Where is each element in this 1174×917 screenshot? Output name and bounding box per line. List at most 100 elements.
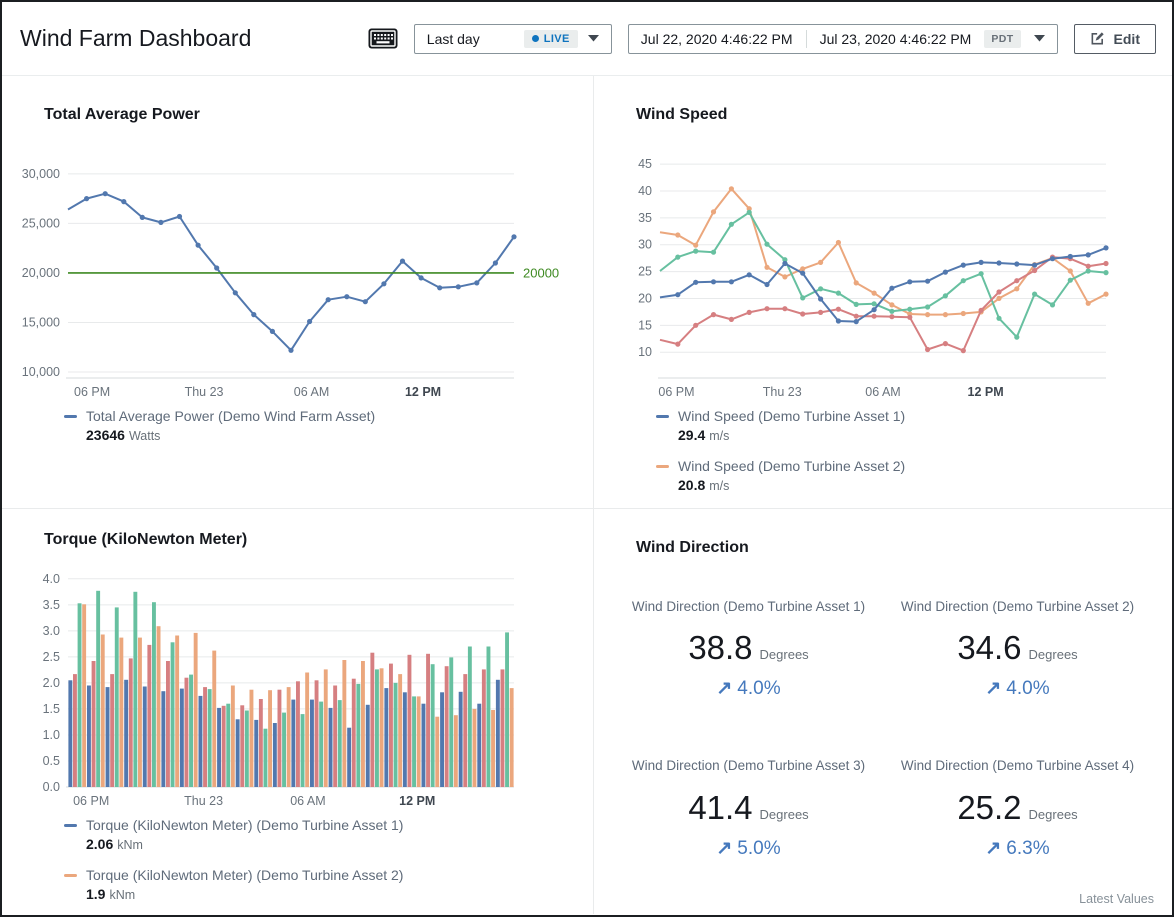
- svg-text:0.0: 0.0: [43, 780, 60, 794]
- legend-label: Torque (KiloNewton Meter) (Demo Turbine …: [86, 817, 403, 833]
- kpi-value-row: 34.6 Degrees: [887, 629, 1148, 667]
- trend-up-icon: ↗: [716, 678, 732, 699]
- dashboard-header: Wind Farm Dashboard: [2, 2, 1172, 76]
- chart-legend: Torque (KiloNewton Meter) (Demo Turbine …: [64, 817, 573, 914]
- legend-label: Total Average Power (Demo Wind Farm Asse…: [86, 408, 375, 424]
- kpi-unit: Degrees: [1029, 647, 1078, 662]
- time-range-value: Last day: [427, 31, 480, 47]
- kpi-value: 34.6: [957, 629, 1021, 666]
- panel-wind-direction: Wind Direction Wind Direction (Demo Turb…: [594, 509, 1172, 914]
- legend-item-header: Wind Speed (Demo Turbine Asset 2): [656, 458, 1152, 474]
- total-average-power-chart: 10,00015,00020,00025,00030,00006 PMThu 2…: [22, 150, 570, 402]
- svg-text:20: 20: [638, 291, 652, 305]
- legend-label: Wind Speed (Demo Turbine Asset 1): [678, 408, 905, 424]
- dashboard-grid: Total Average Power 10,00015,00020,00025…: [2, 76, 1172, 914]
- trend-value: 4.0%: [1006, 678, 1049, 699]
- edit-button-label: Edit: [1114, 31, 1140, 47]
- kpi-card: Wind Direction (Demo Turbine Asset 4)25.…: [887, 756, 1148, 859]
- svg-text:12 PM: 12 PM: [399, 794, 435, 808]
- svg-text:3.0: 3.0: [43, 624, 60, 638]
- legend-swatch-icon: [656, 415, 669, 418]
- svg-text:06 PM: 06 PM: [74, 385, 110, 399]
- legend-unit: Watts: [129, 429, 160, 443]
- trend-up-icon: ↗: [716, 838, 732, 859]
- svg-text:4.0: 4.0: [43, 572, 60, 586]
- svg-text:2.0: 2.0: [43, 676, 60, 690]
- wind-farm-dashboard: Wind Farm Dashboard: [0, 0, 1174, 917]
- legend-item-header: Torque (KiloNewton Meter) (Demo Turbine …: [64, 817, 573, 833]
- svg-text:15,000: 15,000: [22, 316, 60, 330]
- panel-total-average-power: Total Average Power 10,00015,00020,00025…: [2, 76, 594, 509]
- svg-text:06 AM: 06 AM: [294, 385, 329, 399]
- kpi-label: Wind Direction (Demo Turbine Asset 3): [628, 756, 870, 776]
- svg-text:06 PM: 06 PM: [658, 385, 694, 399]
- legend-value: 1.9: [86, 886, 105, 902]
- legend-item-header: Torque (KiloNewton Meter) (Demo Turbine …: [64, 867, 573, 883]
- time-range-select[interactable]: Last day LIVE: [414, 24, 612, 54]
- edit-button[interactable]: Edit: [1074, 24, 1156, 54]
- panel-wind-speed: Wind Speed 101520253035404506 PMThu 2306…: [594, 76, 1172, 509]
- kpi-card: Wind Direction (Demo Turbine Asset 2) 34.…: [887, 597, 1148, 700]
- legend-latest-value: 29.4m/s: [678, 427, 1152, 445]
- chevron-down-icon: [588, 35, 599, 42]
- trend-value: 4.0%: [737, 678, 780, 699]
- legend-unit: m/s: [709, 479, 729, 493]
- kpi-unit: Degrees: [760, 647, 809, 662]
- legend-latest-value: 2.06 kNm: [86, 836, 573, 854]
- svg-text:20000: 20000: [523, 265, 559, 280]
- start-date[interactable]: Jul 22, 2020 4:46:22 PM: [641, 31, 793, 47]
- trend-up-icon: ↗: [985, 838, 1001, 859]
- trend-value: 5.0%: [737, 838, 780, 859]
- kpi-value: 38.8: [688, 629, 752, 666]
- svg-text:12 PM: 12 PM: [405, 385, 441, 399]
- kpi-unit: Degrees: [1029, 807, 1078, 822]
- chart-legend: Total Average Power (Demo Wind Farm Asse…: [64, 408, 573, 445]
- panel-torque: Torque (KiloNewton Meter) 0.00.51.01.52.…: [2, 509, 594, 914]
- legend-label: Torque (KiloNewton Meter) (Demo Turbine …: [86, 867, 403, 883]
- svg-text:25: 25: [638, 265, 652, 279]
- kpi-value: 25.2: [957, 789, 1021, 826]
- legend-swatch-icon: [64, 415, 77, 418]
- legend-value: 2.06: [86, 836, 113, 852]
- svg-text:Thu 23: Thu 23: [763, 385, 802, 399]
- legend-unit: kNm: [109, 888, 135, 902]
- chart-legend: Wind Speed (Demo Turbine Asset 1) 29.4m/s…: [656, 408, 1152, 509]
- svg-text:10: 10: [638, 345, 652, 359]
- keyboard-icon: [368, 28, 398, 49]
- end-date[interactable]: Jul 23, 2020 4:46:22 PM: [820, 31, 972, 47]
- svg-text:15: 15: [638, 318, 652, 332]
- kpi-value: 41.4: [688, 789, 752, 826]
- panel-title: Wind Speed: [636, 106, 1152, 124]
- svg-text:06 PM: 06 PM: [73, 794, 109, 808]
- legend-unit: kNm: [117, 838, 143, 852]
- svg-text:06 AM: 06 AM: [865, 385, 900, 399]
- date-range-control[interactable]: Jul 22, 2020 4:46:22 PM Jul 23, 2020 4:4…: [628, 24, 1058, 54]
- chevron-down-icon: [1034, 35, 1045, 42]
- svg-text:3.5: 3.5: [43, 598, 60, 612]
- legend-latest-value: 23646Watts: [86, 427, 573, 445]
- kpi-label: Wind Direction (Demo Turbine Asset 2): [897, 597, 1139, 617]
- kpi-trend: ↗4.0%: [618, 677, 879, 700]
- kpi-label: Wind Direction (Demo Turbine Asset 1): [628, 597, 870, 617]
- legend-item: Wind Speed (Demo Turbine Asset 2)20.8m/s: [656, 458, 1152, 495]
- legend-item: Wind Speed (Demo Turbine Asset 1) 29.4m/s: [656, 408, 1152, 445]
- svg-text:30: 30: [638, 238, 652, 252]
- kpi-value-row: 25.2 Degrees: [887, 789, 1148, 827]
- kpi-trend: ↗6.3%: [887, 837, 1148, 860]
- trend-value: 6.3%: [1006, 838, 1049, 859]
- legend-item: Torque (KiloNewton Meter) (Demo Turbine …: [64, 817, 573, 854]
- live-indicator-dot: [532, 35, 539, 42]
- latest-values-label: Latest Values: [1079, 892, 1154, 906]
- page-title: Wind Farm Dashboard: [18, 25, 251, 52]
- kpi-value-row: 41.4Degrees: [618, 789, 879, 827]
- svg-text:06 AM: 06 AM: [290, 794, 325, 808]
- svg-text:Thu 23: Thu 23: [184, 794, 223, 808]
- svg-text:35: 35: [638, 211, 652, 225]
- svg-text:2.5: 2.5: [43, 650, 60, 664]
- keyboard-shortcuts-button[interactable]: [368, 28, 398, 49]
- svg-text:30,000: 30,000: [22, 167, 60, 181]
- svg-text:45: 45: [638, 157, 652, 171]
- svg-text:1.0: 1.0: [43, 728, 60, 742]
- kpi-trend: ↗4.0%: [887, 677, 1148, 700]
- date-divider: [806, 30, 807, 48]
